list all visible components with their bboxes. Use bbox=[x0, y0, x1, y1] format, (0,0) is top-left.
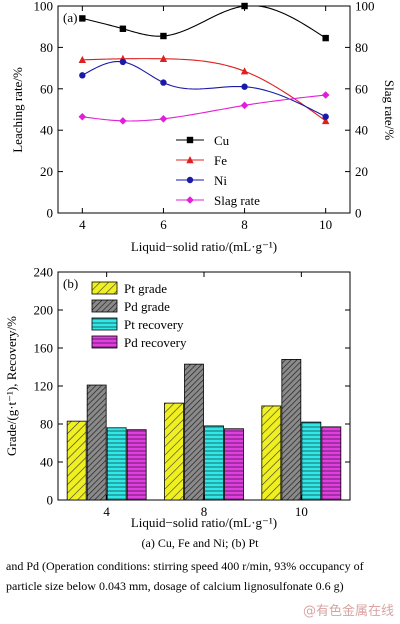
bar-pt-grade bbox=[164, 402, 184, 501]
y-tick-label-right-a: 20 bbox=[355, 164, 368, 179]
x-tick-label-a: 4 bbox=[79, 217, 86, 232]
legend-marker bbox=[186, 156, 194, 164]
y-tick-label-b: 0 bbox=[47, 493, 54, 508]
y-tick-label-b: 160 bbox=[34, 341, 54, 356]
x-axis-label-a: Liquid−solid ratio/(mL·g⁻¹) bbox=[131, 239, 277, 254]
data-point-ni bbox=[241, 83, 248, 90]
x-tick-label-b: 4 bbox=[103, 504, 110, 519]
y-tick-label-b: 40 bbox=[40, 455, 53, 470]
legend-marker bbox=[186, 136, 194, 144]
series-line-cu bbox=[82, 6, 326, 39]
panel-label-a: (a) bbox=[63, 10, 77, 25]
legend-marker bbox=[186, 176, 194, 184]
bar-pd-recovery bbox=[321, 426, 342, 501]
data-point-cu bbox=[79, 15, 86, 22]
series-line-fe bbox=[82, 58, 326, 122]
y-tick-label-right-a: 80 bbox=[355, 40, 368, 55]
x-tick-label-a: 6 bbox=[160, 217, 167, 232]
y-tick-label-a: 80 bbox=[40, 40, 53, 55]
data-point-cu bbox=[322, 34, 329, 42]
legend-label: Pd grade bbox=[124, 299, 170, 314]
figure-note: and Pd (Operation conditions: stirring s… bbox=[6, 559, 364, 593]
legend-swatch bbox=[91, 299, 118, 313]
series-line-ni bbox=[82, 60, 326, 118]
legend-b: Pt grade Pd grade Pt recovery Pd recovery bbox=[91, 281, 187, 350]
legend-label: Cu bbox=[214, 133, 230, 148]
data-point-cu bbox=[241, 2, 248, 10]
bar-pd-recovery bbox=[224, 428, 244, 501]
x-tick-label-a: 10 bbox=[319, 217, 332, 232]
y-axis-label-b: Grade/(g·t⁻¹), Recovery/% bbox=[4, 316, 19, 456]
y-tick-label-b: 240 bbox=[34, 265, 54, 280]
data-point-fe bbox=[78, 55, 87, 64]
data-point-cu bbox=[160, 32, 167, 40]
y-tick-label-right-a: 0 bbox=[355, 206, 362, 221]
y-tick-label-a: 0 bbox=[47, 206, 54, 221]
data-point-slag-rate bbox=[119, 117, 127, 125]
y-tick-label-right-a: 60 bbox=[355, 81, 368, 96]
chart-panel-b: 0 40 80 120 160 200 240 4 8 10 (b) Liquid−solid r… bbox=[4, 265, 351, 530]
bar-pt-grade bbox=[66, 420, 87, 501]
series-line-slag-rate bbox=[82, 94, 326, 122]
data-point-fe bbox=[240, 67, 249, 75]
bar-pd-grade bbox=[281, 358, 302, 501]
y-tick-label-right-a: 40 bbox=[355, 123, 368, 138]
bar-pt-recovery bbox=[301, 421, 322, 501]
legend-label: Fe bbox=[214, 153, 227, 168]
legend-marker bbox=[186, 196, 194, 204]
x-axis-label-b: Liquid−solid ratio/(mL·g⁻¹) bbox=[131, 515, 277, 530]
bar-pt-grade bbox=[261, 405, 282, 501]
y-tick-label-a: 40 bbox=[40, 123, 53, 138]
figure-caption: (a) Cu, Fe and Ni; (b) Pt bbox=[141, 536, 259, 550]
y-tick-label-b: 80 bbox=[40, 417, 53, 432]
legend-label: Pt recovery bbox=[124, 317, 184, 332]
bar-pd-grade bbox=[184, 363, 204, 501]
y-tick-label-a: 20 bbox=[40, 164, 53, 179]
legend-swatch bbox=[91, 317, 118, 331]
data-point-ni bbox=[119, 58, 127, 66]
data-point-slag-rate bbox=[240, 101, 249, 110]
y-axis-label-right-a: Slag rate/% bbox=[382, 80, 397, 140]
x-tick-label-b: 8 bbox=[201, 504, 208, 519]
legend-a: Cu Fe Ni Slag rate bbox=[176, 133, 260, 208]
data-point-cu bbox=[119, 25, 127, 32]
y-tick-label-b: 120 bbox=[34, 379, 54, 394]
plot-frame-a bbox=[57, 5, 351, 214]
x-tick-label-a: 8 bbox=[241, 217, 248, 232]
legend-label: Slag rate bbox=[214, 193, 260, 208]
data-point-fe bbox=[321, 116, 330, 125]
data-point-slag-rate bbox=[321, 91, 330, 99]
legend-swatch bbox=[91, 335, 118, 349]
bar-pd-recovery bbox=[126, 429, 147, 501]
y-tick-label-right-a: 100 bbox=[355, 0, 375, 14]
data-point-ni bbox=[322, 113, 329, 120]
bar-pt-recovery bbox=[204, 425, 224, 501]
data-point-slag-rate bbox=[78, 112, 87, 121]
y-tick-label-a: 100 bbox=[34, 0, 54, 14]
data-point-ni bbox=[79, 72, 86, 79]
data-point-ni bbox=[160, 79, 167, 86]
y-tick-label-b: 200 bbox=[34, 303, 54, 318]
bar-pt-recovery bbox=[106, 427, 127, 501]
panel-label-b: (b) bbox=[63, 276, 78, 291]
y-tick-label-a: 60 bbox=[40, 81, 53, 96]
bar-pd-grade bbox=[86, 384, 107, 501]
legend-label: Ni bbox=[214, 173, 227, 188]
data-point-fe bbox=[159, 54, 168, 62]
legend-swatch bbox=[91, 281, 118, 295]
x-tick-label-b: 10 bbox=[295, 504, 308, 519]
legend-label: Pt grade bbox=[124, 281, 167, 296]
y-axis-label-a: Leaching rate/% bbox=[10, 67, 25, 153]
data-point-slag-rate bbox=[159, 115, 168, 123]
legend-label: Pd recovery bbox=[124, 335, 187, 350]
watermark: @有色金属在线 bbox=[302, 604, 394, 619]
